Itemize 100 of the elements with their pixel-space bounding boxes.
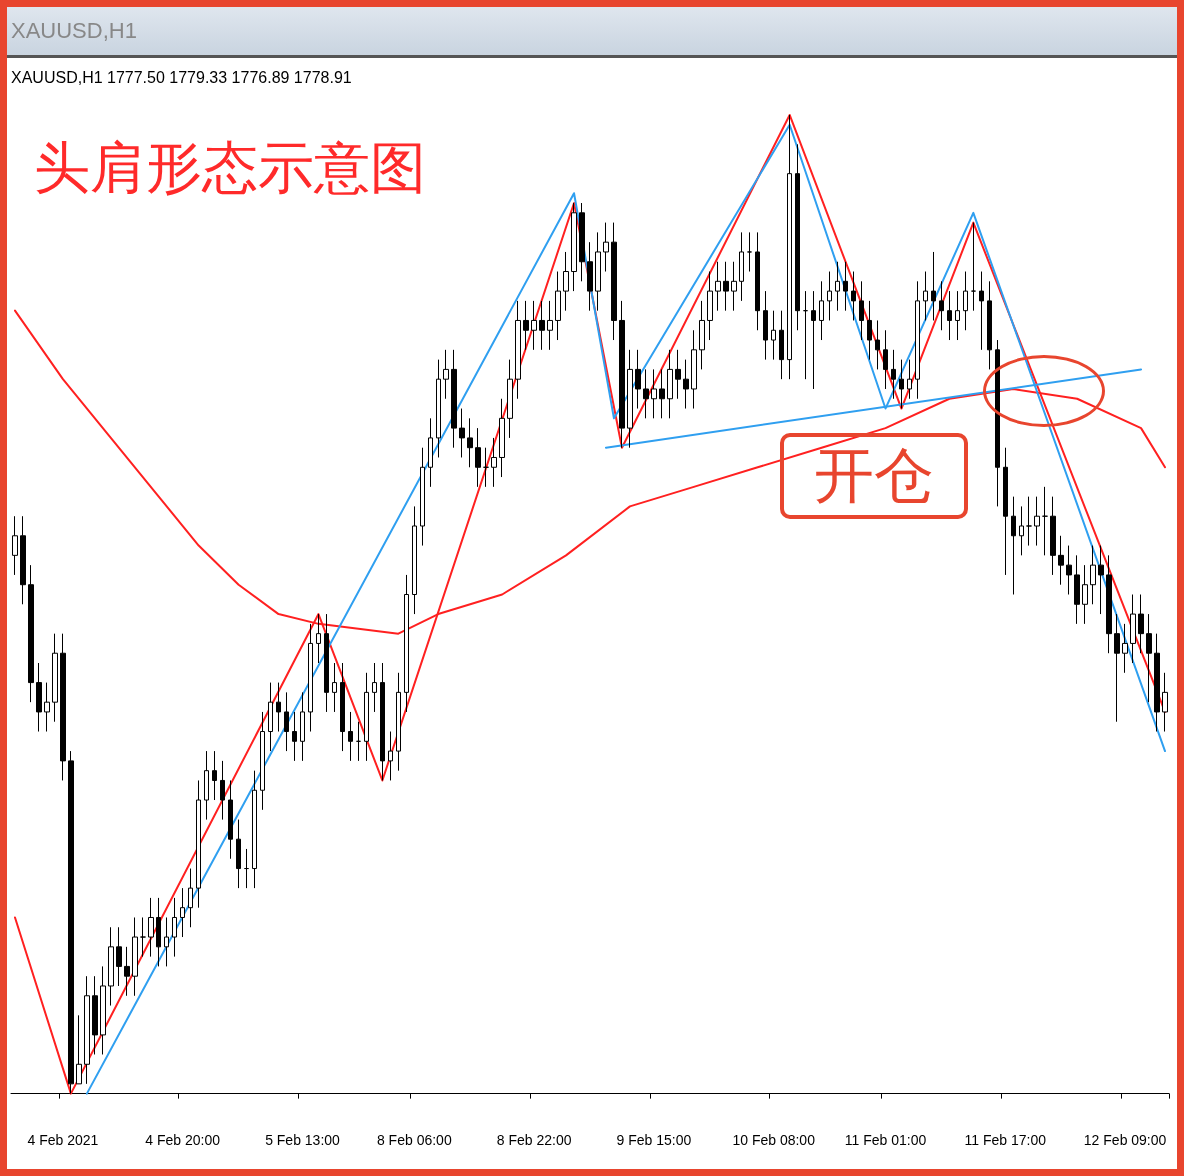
candlestick [819,280,824,341]
candlestick [675,349,681,400]
candlestick [955,290,960,341]
candlestick [1106,554,1112,654]
candlestick [308,623,313,733]
candlestick [1042,486,1048,556]
candlestick [124,946,130,997]
candlestick [747,231,752,273]
candlestick [132,916,138,997]
candlestick [60,633,66,781]
candlestick [1162,672,1168,733]
candlestick [228,779,233,860]
candlestick [539,300,545,351]
candlestick [667,349,673,419]
candlestick [459,408,465,458]
candlestick [172,897,177,958]
chart-subtitle: XAUUSD,H1 [7,7,1177,58]
candlestick [595,231,601,312]
candlestick [388,731,393,781]
candlestick [436,359,441,458]
candlestick [260,711,265,811]
candlestick [116,926,122,987]
candlestick [811,290,816,390]
candlestick [340,662,345,752]
candlestick [875,319,880,370]
x-tick-label: 5 Feb 13:00 [265,1132,341,1148]
candlestick [164,916,169,967]
candlestick [156,897,161,967]
candlestick [763,290,768,361]
candlestick [140,916,146,958]
candlestick [92,975,98,1055]
annotation: 开仓 [780,433,968,519]
candlestick [420,447,425,547]
candlestick [44,682,50,733]
candlestick [443,349,449,400]
candlestick [635,349,641,410]
candlestick [1098,545,1104,615]
x-tick-label: 4 Feb 20:00 [145,1132,221,1148]
candlestick [587,241,593,312]
candlestick [699,300,705,370]
candlestick [348,711,353,762]
candlestick [220,760,225,821]
candlestick [651,368,657,419]
candlestick [579,202,585,282]
candlestick [691,329,697,410]
candlestick [1082,564,1088,625]
candlestick [356,721,361,762]
candlestick [603,222,609,273]
x-tick-label: 11 Feb 17:00 [964,1132,1047,1148]
candlestick [683,359,689,410]
candlestick [428,417,433,488]
candlestick [979,271,984,351]
x-tick-label: 10 Feb 08:00 [732,1132,816,1148]
candlestick [883,329,888,390]
candlestick [859,280,864,341]
candlestick [108,926,114,1007]
x-tick-label: 8 Feb 22:00 [496,1132,572,1148]
candlestick [316,613,321,664]
candlestick [907,359,912,400]
candlestick [1003,447,1008,576]
candlestick [284,691,289,752]
candlestick [571,202,577,292]
candlestick [611,222,617,341]
candlestick [787,114,792,380]
candlestick [795,143,800,331]
candlestick [212,750,217,801]
candlestick [531,300,537,351]
candlestick [1122,623,1128,674]
candlestick [931,251,936,321]
candlestick [300,691,305,762]
x-tick-label: 4 Feb 2021 [27,1132,99,1148]
candlestick [292,711,297,762]
candlestick [36,662,42,733]
candlestick [643,368,649,419]
candlestick [731,261,737,312]
candlestick [84,975,90,1085]
candlestick [396,672,401,772]
candlestick [1050,496,1056,576]
candlestick [867,300,872,361]
candlestick [1074,554,1080,625]
candlestick [1090,545,1096,605]
candlestick [364,672,369,762]
candlestick [252,770,257,889]
candlestick [779,310,784,380]
candlestick [963,271,968,331]
candlestick [1138,594,1144,654]
x-tick-label: 9 Feb 15:00 [616,1132,692,1148]
candlestick [899,359,904,410]
candlestick [891,349,896,400]
candlestick [515,300,521,400]
candlestick [467,417,473,468]
candlestick [1066,545,1072,595]
candlestick [148,897,154,958]
candlestick [380,662,385,781]
candlestick [404,574,409,713]
candlestick [971,222,976,312]
candlestick [555,271,561,341]
candlestick [451,349,457,449]
candlestick [827,271,832,321]
candlestick [20,515,26,605]
